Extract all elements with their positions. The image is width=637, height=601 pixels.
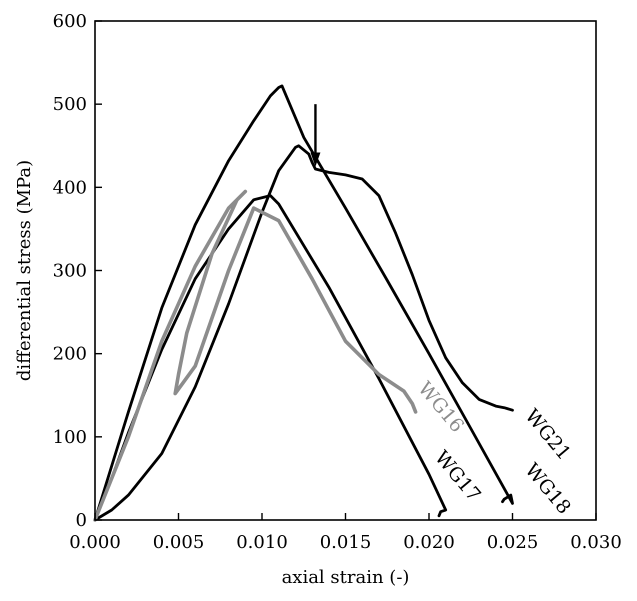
series-layer [93, 84, 514, 522]
series-line-wg16 [93, 189, 418, 522]
x-tick-label: 0.010 [236, 532, 288, 553]
series-line-wg21 [93, 84, 514, 522]
y-tick-label: 300 [53, 261, 87, 282]
x-tick-label: 0.005 [153, 532, 205, 553]
y-tick-label: 600 [53, 11, 87, 32]
y-tick-label: 200 [53, 344, 87, 365]
y-tick-label: 400 [53, 177, 87, 198]
annotation-layer [310, 104, 321, 167]
y-axis-title: differential stress (MPa) [14, 160, 35, 381]
series-line-wg18 [93, 144, 514, 522]
x-tick-label: 0.025 [487, 532, 539, 553]
y-tick-label: 500 [53, 94, 87, 115]
y-axis: 0 100 200 300 400 500 600 [53, 11, 102, 531]
x-axis-title: axial strain (-) [282, 567, 410, 588]
x-axis: 0.000 0.005 0.010 0.015 0.020 0.025 0.030 [69, 513, 622, 553]
arrow-head [310, 152, 321, 167]
x-tick-label: 0.015 [320, 532, 372, 553]
x-tick-label: 0.000 [69, 532, 121, 553]
x-tick-label: 0.020 [403, 532, 455, 553]
series-label-wg21: WG21 [520, 405, 575, 464]
series-label-wg18: WG18 [520, 459, 575, 518]
x-tick-label: 0.030 [570, 532, 622, 553]
y-tick-label: 0 [76, 510, 87, 531]
y-tick-label: 100 [53, 427, 87, 448]
plot-frame [94, 20, 597, 521]
